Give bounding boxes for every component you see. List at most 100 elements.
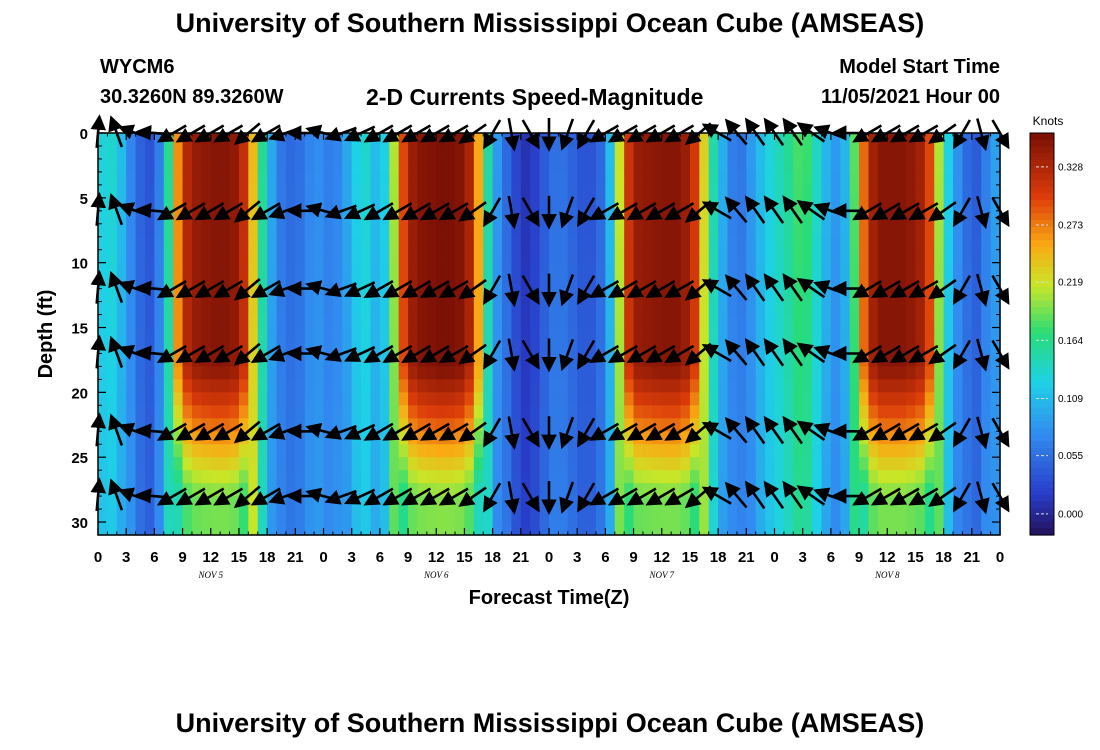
heatmap-cell	[624, 366, 635, 380]
heatmap-cell	[840, 353, 851, 368]
heatmap-cell	[483, 340, 494, 355]
heatmap-cell	[539, 314, 550, 329]
heatmap-cell	[652, 392, 663, 406]
colorbar-segment	[1030, 441, 1054, 449]
heatmap-cell	[229, 262, 240, 277]
heatmap-cell	[163, 171, 174, 186]
heatmap-cell	[511, 418, 522, 432]
heatmap-cell	[502, 418, 513, 432]
heatmap-cell	[520, 327, 531, 342]
heatmap-cell	[962, 509, 973, 523]
heatmap-cell	[924, 184, 935, 199]
current-vector	[701, 279, 732, 298]
heatmap-cell	[774, 197, 785, 212]
heatmap-cell	[708, 392, 719, 406]
heatmap-cell	[558, 483, 569, 497]
heatmap-cell	[285, 353, 296, 368]
heatmap-cell	[689, 158, 700, 173]
heatmap-cell	[934, 275, 945, 290]
heatmap-cell	[859, 249, 870, 264]
heatmap-cell	[379, 392, 390, 406]
heatmap-cell	[652, 405, 663, 419]
heatmap-cell	[802, 379, 813, 393]
heatmap-cell	[614, 223, 625, 238]
heatmap-cell	[755, 522, 766, 536]
heatmap-cell	[793, 366, 804, 380]
heatmap-cell	[934, 379, 945, 393]
heatmap-cell	[295, 392, 306, 406]
current-vector	[233, 485, 261, 509]
heatmap-cell	[201, 340, 212, 355]
heatmap-cell	[718, 496, 729, 510]
heatmap-cell	[605, 483, 616, 497]
heatmap-cell	[671, 158, 682, 173]
heatmap-cell	[830, 392, 841, 406]
heatmap-cell	[614, 392, 625, 406]
heatmap-cell	[868, 158, 879, 173]
heatmap-cell	[323, 509, 334, 523]
heatmap-cell	[361, 236, 372, 251]
heatmap-cell	[361, 444, 372, 458]
heatmap-cell	[351, 405, 362, 419]
heatmap-cell	[802, 223, 813, 238]
heatmap-cell	[295, 509, 306, 523]
heatmap-cell	[549, 133, 559, 147]
current-vector	[504, 416, 520, 450]
current-vector	[458, 421, 487, 443]
heatmap-cell	[765, 522, 776, 536]
heatmap-cell	[163, 483, 174, 497]
heatmap-cell	[173, 223, 184, 238]
heatmap-cell	[689, 444, 700, 458]
heatmap-cell	[285, 145, 296, 160]
heatmap-cell	[436, 236, 447, 251]
heatmap-cell	[483, 405, 494, 419]
heatmap-cell	[708, 314, 719, 329]
heatmap-cell	[699, 457, 710, 471]
colorbar-segment	[1030, 434, 1054, 442]
heatmap-cell	[849, 197, 860, 212]
heatmap-cell	[144, 262, 155, 277]
heatmap-cell	[755, 366, 766, 380]
heatmap-cell	[765, 249, 776, 264]
heatmap-cell	[210, 314, 221, 329]
heatmap-cell	[436, 197, 447, 212]
heatmap-cell	[567, 223, 578, 238]
heatmap-cell	[332, 366, 343, 380]
heatmap-cell	[868, 197, 879, 212]
heatmap-cell	[295, 158, 306, 173]
heatmap-cell	[370, 223, 381, 238]
colorbar-segment	[1030, 374, 1054, 382]
heatmap-cell	[351, 340, 362, 355]
heatmap-cell	[783, 379, 794, 393]
heatmap-cell	[370, 457, 381, 471]
colorbar-tick-label: 0.328	[1058, 162, 1083, 173]
heatmap-cell	[849, 470, 860, 484]
heatmap-cell	[727, 301, 738, 316]
heatmap-cell	[934, 262, 945, 277]
heatmap-cell	[689, 379, 700, 393]
heatmap-cell	[229, 444, 240, 458]
heatmap-cell	[727, 184, 738, 199]
heatmap-cell	[783, 288, 794, 303]
heatmap-cell	[793, 509, 804, 523]
heatmap-cell	[549, 470, 559, 484]
heatmap-cell	[577, 509, 588, 523]
heatmap-cell	[962, 184, 973, 199]
heatmap-cell	[304, 275, 315, 290]
heatmap-cell	[549, 327, 559, 342]
heatmap-cell	[389, 249, 400, 264]
heatmap-cell	[577, 197, 588, 212]
heatmap-cell	[549, 418, 559, 432]
heatmap-cell	[577, 223, 588, 238]
heatmap-cell	[727, 379, 738, 393]
heatmap-cell	[962, 444, 973, 458]
x-axis-label: Forecast Time(Z)	[469, 587, 630, 609]
heatmap-cell	[539, 249, 550, 264]
x-tick-label: 6	[150, 549, 158, 566]
colorbar-frame	[1029, 132, 1055, 536]
heatmap-cell	[511, 249, 522, 264]
heatmap-cell	[351, 509, 362, 523]
heatmap-cell	[342, 366, 353, 380]
heatmap-cell	[915, 236, 926, 251]
heatmap-cell	[934, 171, 945, 186]
